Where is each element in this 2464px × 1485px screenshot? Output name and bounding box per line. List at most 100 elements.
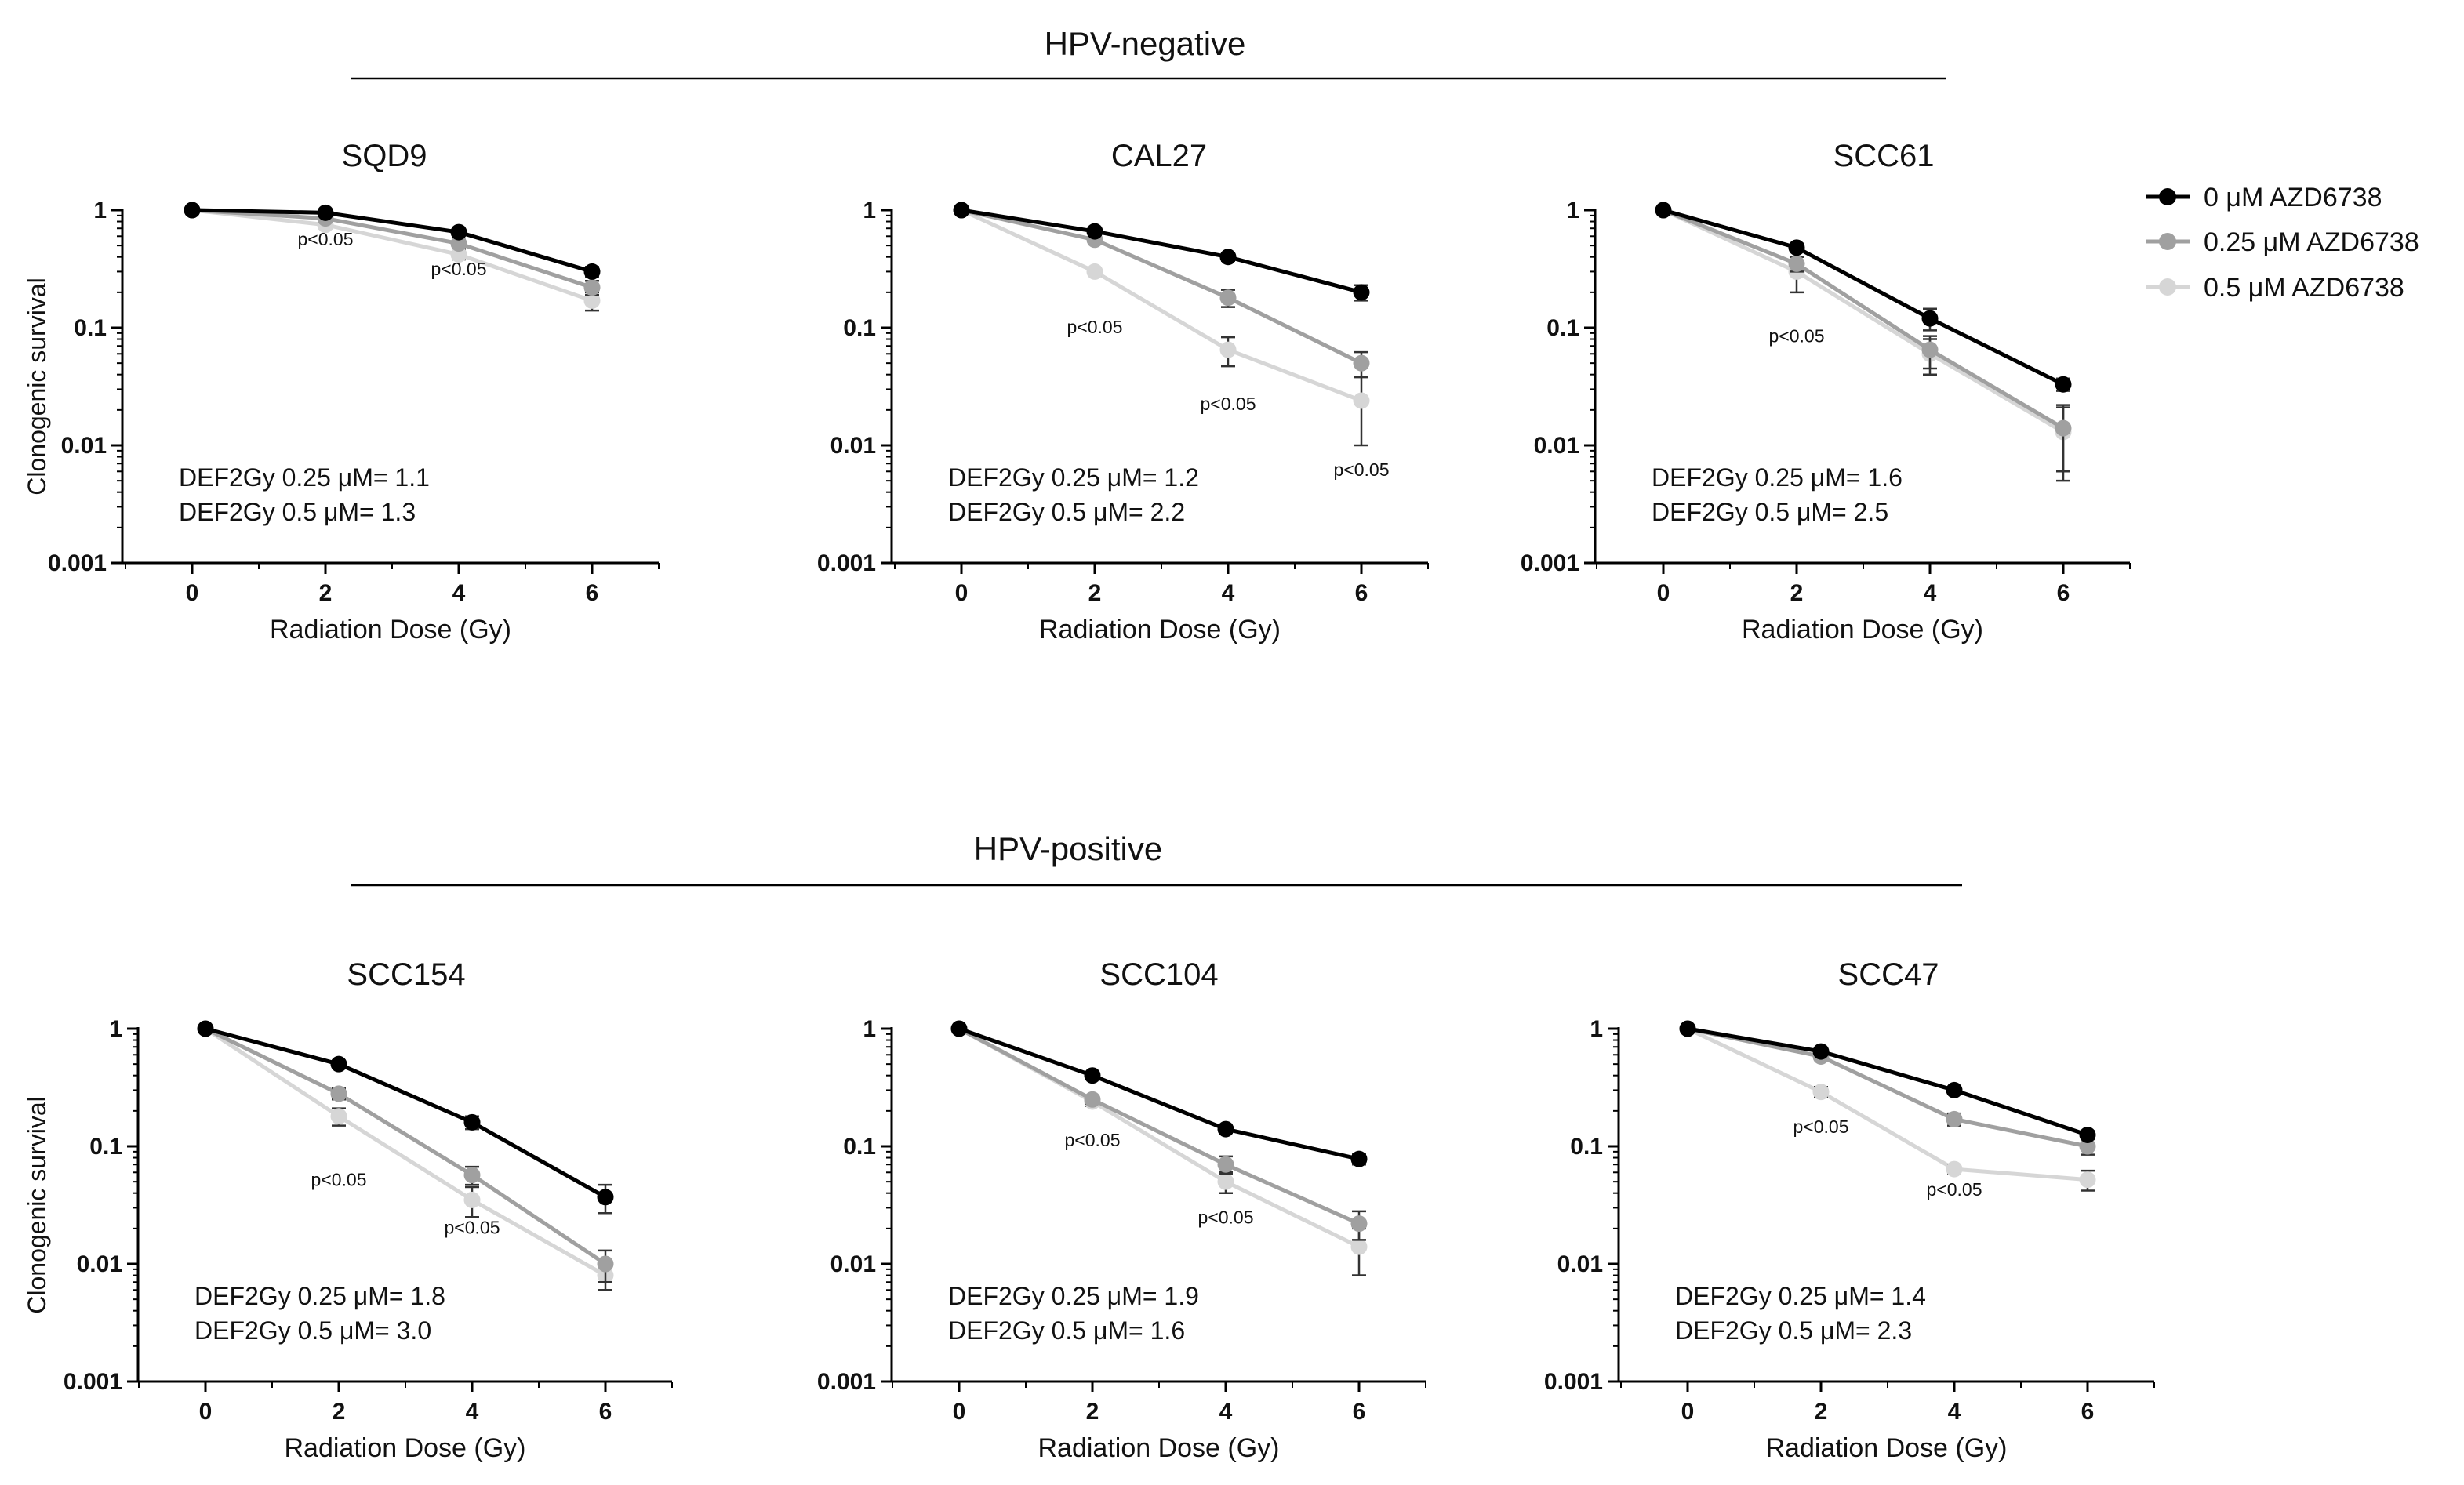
x-axis-label: Radiation Dose (Gy) xyxy=(270,615,511,644)
data-point-series-2 xyxy=(1086,263,1103,280)
data-point-series-0 xyxy=(1655,202,1672,219)
x-tick-label: 2 xyxy=(333,1399,346,1425)
data-point-series-1 xyxy=(1219,289,1237,307)
legend-label-2: 0.5 μM AZD6738 xyxy=(2204,273,2404,303)
x-tick-label: 0 xyxy=(955,580,969,606)
chart-panel-sqd9: SQD9 1 0.1 0.01 0.001 0 2 4 6 Radiation Dose (Gy)… xyxy=(23,139,660,644)
chart-panel-scc61: SCC61 1 0.1 0.01 0.001 0 2 4 6 Radiation Dose (Gy… xyxy=(1521,139,2131,644)
data-point-series-2 xyxy=(583,292,601,309)
data-point-series-0 xyxy=(1084,1067,1101,1084)
y-tick-label: 0.001 xyxy=(48,550,107,576)
group-title-hpv-positive: HPV-positive xyxy=(974,830,1162,867)
data-point-series-0 xyxy=(1086,223,1103,240)
legend-marker-1 xyxy=(2159,233,2176,250)
def-annotation-2: DEF2Gy 0.5 μM= 3.0 xyxy=(194,1316,431,1345)
data-point-series-2 xyxy=(1353,392,1370,409)
legend-item-0: 0 μM AZD6738 xyxy=(2146,183,2382,212)
data-point-series-1 xyxy=(583,279,601,296)
x-axis-label: Radiation Dose (Gy) xyxy=(284,1433,525,1463)
y-tick-label: 1 xyxy=(1566,198,1579,223)
x-tick-label: 4 xyxy=(1948,1399,1961,1425)
data-point-series-0 xyxy=(1679,1020,1696,1037)
pvalue-label: p<0.05 xyxy=(431,259,487,279)
data-point-series-0 xyxy=(1217,1120,1234,1138)
legend-label-0: 0 μM AZD6738 xyxy=(2204,183,2382,212)
data-point-series-0 xyxy=(1219,249,1237,266)
data-point-series-0 xyxy=(597,1189,614,1206)
legend-label-1: 0.25 μM AZD6738 xyxy=(2204,227,2419,257)
pvalue-label: p<0.05 xyxy=(1793,1116,1849,1137)
x-tick-label: 0 xyxy=(186,580,199,606)
x-tick-label: 2 xyxy=(1815,1399,1828,1425)
data-point-series-0 xyxy=(953,202,970,219)
data-point-series-0 xyxy=(1812,1043,1830,1060)
x-tick-label: 4 xyxy=(452,580,466,606)
y-tick-label: 0.001 xyxy=(64,1369,122,1395)
data-point-series-1 xyxy=(1350,1215,1368,1233)
y-axis-label: Clonogenic survival xyxy=(23,278,51,495)
y-tick-label: 0.1 xyxy=(843,315,876,341)
def-annotation-2: DEF2Gy 0.5 μM= 2.2 xyxy=(948,498,1185,526)
data-point-series-0 xyxy=(197,1020,214,1037)
pvalue-label: p<0.05 xyxy=(311,1170,367,1190)
legend-marker-2 xyxy=(2159,278,2176,296)
data-point-series-2 xyxy=(1217,1173,1234,1190)
panel-title: SCC47 xyxy=(1838,957,1939,992)
pvalue-label: p<0.05 xyxy=(1198,1207,1254,1228)
data-point-series-1 xyxy=(1353,354,1370,372)
y-tick-label: 0.1 xyxy=(1570,1134,1603,1160)
pvalue-label: p<0.05 xyxy=(1201,394,1256,414)
series-line-2 xyxy=(960,208,1362,403)
data-point-series-0 xyxy=(2079,1126,2096,1143)
y-tick-label: 0.01 xyxy=(61,433,107,459)
legend-item-2: 0.5 μM AZD6738 xyxy=(2146,273,2404,303)
legend-marker-0 xyxy=(2159,188,2176,205)
series-line-0 xyxy=(191,208,593,274)
x-tick-label: 6 xyxy=(586,580,599,606)
series-line-0 xyxy=(1687,1026,2088,1137)
data-point-series-2 xyxy=(1946,1160,1963,1178)
y-tick-label: 0.01 xyxy=(830,433,876,459)
series-line-0 xyxy=(1663,208,2065,387)
y-tick-label: 1 xyxy=(863,198,876,223)
series-line-0 xyxy=(958,1026,1360,1161)
x-tick-label: 0 xyxy=(953,1399,966,1425)
panel-title: SCC104 xyxy=(1099,957,1218,992)
pvalue-label: p<0.05 xyxy=(1927,1179,1982,1200)
panel-title: SQD9 xyxy=(342,139,427,173)
x-axis-label: Radiation Dose (Gy) xyxy=(1765,1433,2007,1463)
legend: 0 μM AZD6738 0.25 μM AZD6738 0.5 μM AZD6… xyxy=(2146,183,2419,303)
data-point-series-0 xyxy=(1788,239,1805,256)
series-line-2 xyxy=(1686,1026,2088,1182)
series-line-1 xyxy=(191,208,593,290)
data-point-series-1 xyxy=(1946,1110,1963,1127)
series-line-0 xyxy=(961,208,1362,295)
x-tick-label: 4 xyxy=(466,1399,479,1425)
pvalue-label: p<0.05 xyxy=(1067,317,1123,337)
data-point-series-2 xyxy=(1219,341,1237,358)
legend-item-1: 0.25 μM AZD6738 xyxy=(2146,227,2419,257)
def-annotation-2: DEF2Gy 0.5 μM= 1.6 xyxy=(948,1316,1185,1345)
chart-panel-scc154: SCC154 1 0.1 0.01 0.001 0 2 4 6 Radiation Dose (G… xyxy=(23,957,673,1463)
data-point-series-1 xyxy=(463,1167,481,1184)
series-line-1 xyxy=(1687,1026,2088,1149)
def-annotation-1: DEF2Gy 0.25 μM= 1.8 xyxy=(194,1282,445,1310)
series-line-1 xyxy=(961,208,1363,365)
x-tick-label: 6 xyxy=(2081,1399,2095,1425)
def-annotation-1: DEF2Gy 0.25 μM= 1.9 xyxy=(948,1282,1199,1310)
y-tick-label: 0.1 xyxy=(89,1134,122,1160)
data-point-series-0 xyxy=(1353,284,1370,301)
x-tick-label: 2 xyxy=(319,580,333,606)
y-tick-label: 0.01 xyxy=(77,1251,122,1277)
y-tick-label: 1 xyxy=(109,1016,122,1042)
y-tick-label: 0.001 xyxy=(817,1369,876,1395)
chart-panel-scc104: SCC104 1 0.1 0.01 0.001 0 2 4 6 Radiation Dose (G… xyxy=(817,957,1426,1463)
data-point-series-0 xyxy=(950,1020,968,1037)
data-point-series-0 xyxy=(1350,1150,1368,1167)
data-point-series-0 xyxy=(1946,1081,1963,1098)
data-point-series-0 xyxy=(583,263,601,280)
def-annotation-1: DEF2Gy 0.25 μM= 1.6 xyxy=(1652,463,1903,492)
data-point-series-0 xyxy=(317,204,334,221)
y-tick-label: 0.001 xyxy=(1521,550,1579,576)
data-point-series-2 xyxy=(330,1108,347,1125)
